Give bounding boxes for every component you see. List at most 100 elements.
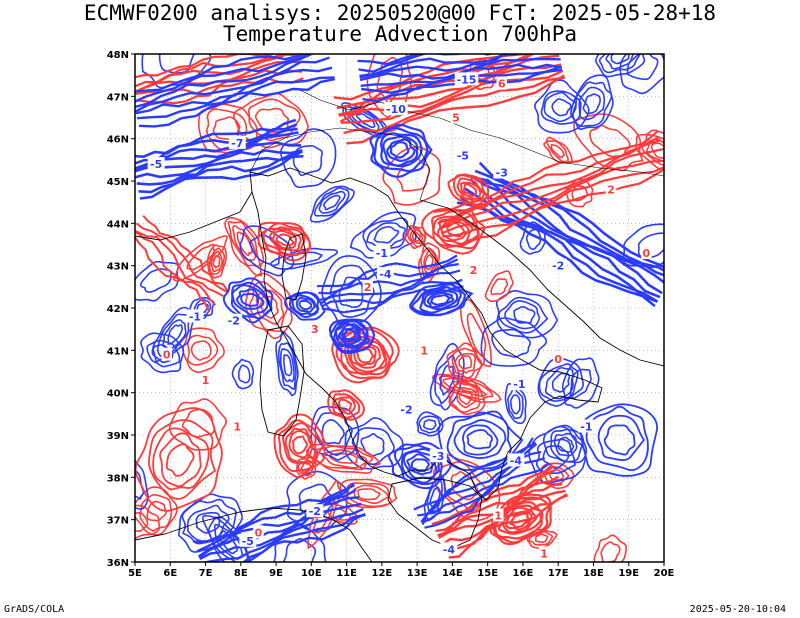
cold-contour [369,123,433,178]
warm-contour [447,173,491,210]
contour-label: 2 [364,281,372,294]
cold-contour [543,91,577,123]
contour-label-bg [538,546,550,560]
warm-contour [490,278,509,296]
contour-label: 1 [420,344,428,357]
warm-contour [208,247,226,275]
cold-contour [135,260,180,302]
contour-label: 0 [163,349,171,362]
cold-contour [283,251,323,266]
lat-tick-label: 43N [107,262,129,273]
cold-contour [200,507,364,562]
cold-contour [286,470,348,533]
cold-contour [245,512,366,562]
lon-tick-label: 12E [371,568,392,579]
warm-contour [448,379,486,416]
contour-label: -5 [150,158,162,171]
warm-contour [172,235,228,282]
warm-contour [421,208,486,255]
warm-contour [224,216,265,277]
contour-label-bg [161,347,172,361]
warm-contour [257,221,311,262]
cold-contour [310,405,360,462]
warm-contour [439,139,661,231]
cold-contour [388,441,452,490]
cold-contour [241,513,366,562]
cold-contour [409,281,474,317]
warm-contour [210,250,223,273]
cold-contour [507,387,524,420]
lon-tick-label: 20E [654,568,675,579]
contour-label-bg [429,449,447,463]
warm-contour [439,148,664,230]
contour-label: -3 [432,450,444,463]
cold-contour [422,419,437,431]
cold-contour [582,93,601,115]
lon-tick-label: 10E [301,568,322,579]
cold-contour [597,414,645,461]
lon-tick-label: 15E [477,568,498,579]
cold-contour [138,77,336,128]
cold-contour [572,81,613,128]
contour-label: -3 [496,167,508,180]
warm-contour [212,255,221,269]
warm-contour [284,427,314,464]
cold-contour [553,432,578,457]
cold-contour [416,411,444,437]
border-central [299,89,664,177]
warm-contour [356,347,375,364]
cold-contour [538,363,579,402]
contour-label-bg [454,148,472,162]
lon-tick-label: 14E [442,568,463,579]
cold-contour [298,299,313,311]
cold-contour [389,141,410,159]
contour-label: -10 [386,103,406,116]
cold-contour [373,126,429,173]
contour-label: -5 [457,150,469,163]
cold-contour [138,150,304,194]
cold-contour [603,424,636,456]
contour-label-bg [306,504,324,518]
warm-contour [142,215,229,292]
warm-contour [423,249,437,275]
lat-tick-label: 36N [107,558,129,569]
contour-label: 0 [554,353,562,366]
warm-contour [454,352,477,375]
warm-contour [420,247,439,279]
lat-tick-label: 41N [107,346,129,357]
cold-contour [269,247,339,270]
cold-contour [288,291,320,318]
contour-label-bg [492,508,504,522]
cold-contour [423,289,459,311]
cold-contour [578,86,606,121]
contour-label-bg [309,322,321,336]
contour-label-bg [440,542,458,556]
cold-contour [313,186,350,217]
italy-coastline [249,167,603,501]
warm-contour [327,389,366,421]
warm-contour [449,382,481,414]
cold-contour [343,328,357,341]
cold-contour [570,74,614,130]
cold-contour [137,76,335,120]
contour-label: -2 [552,260,564,273]
cold-contour [318,190,346,214]
cold-contour [135,54,314,103]
cold-contour [598,54,642,74]
warm-contour [650,142,664,159]
cold-contour [456,201,656,308]
warm-contour [333,396,356,415]
warm-contour [433,130,659,213]
warm-contour [339,63,562,123]
cold-contour [320,269,461,305]
footer-software-credit: GrADS/COLA [4,604,65,615]
border-alps [249,127,431,201]
cold-contour [357,54,427,66]
warm-contour [501,506,538,534]
cold-contour [279,348,295,383]
cold-contour [595,54,646,78]
contour-label: -15 [457,73,477,86]
warm-contour [259,295,279,319]
warm-contour [273,413,326,479]
contour-label: 6 [498,78,506,91]
